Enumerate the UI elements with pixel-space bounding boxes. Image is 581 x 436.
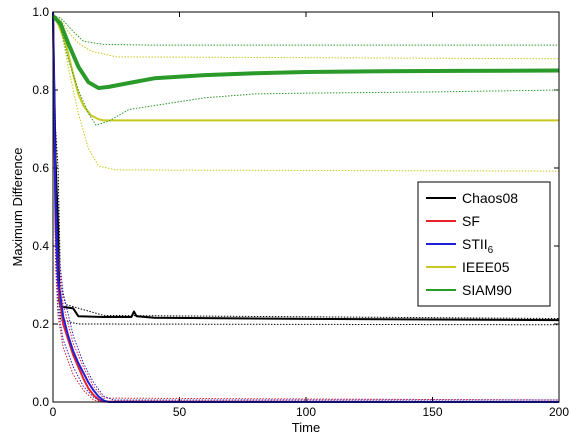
y-tick-label: 1.0 [32, 5, 49, 19]
x-tick-label: 150 [422, 405, 442, 419]
legend: Chaos08 SF STII6 IEEE05 SIAM90 [417, 181, 551, 307]
series-line [51, 14, 560, 91]
plot-frame [52, 11, 560, 403]
series-stii6 [52, 11, 559, 403]
y-tick-label: 0.6 [32, 161, 49, 175]
series-group [51, 11, 560, 403]
series-line [52, 11, 560, 322]
series-line [52, 11, 559, 403]
series-lower-bound [52, 11, 559, 403]
y-tick-label: 0.8 [32, 83, 49, 97]
series-lower-bound [52, 15, 560, 126]
legend-label: SIAM90 [462, 282, 512, 298]
legend-label: STII6 [462, 236, 494, 256]
series-upper-bound [52, 15, 560, 60]
y-axis-title: Maximum Difference [10, 148, 25, 267]
x-tick-label: 50 [173, 405, 187, 419]
y-tick-label: 0.4 [32, 239, 49, 253]
y-tick-label: 0.2 [32, 317, 49, 331]
series-upper-bound [52, 11, 559, 401]
x-axis-title: Time [292, 420, 320, 435]
x-tick-label: 100 [296, 405, 316, 419]
series-ieee05 [52, 15, 560, 172]
x-tick-label: 0 [50, 405, 57, 419]
series-upper-bound [52, 15, 559, 46]
y-tick-label: 0.0 [32, 395, 49, 409]
series-upper-bound [52, 11, 560, 401]
x-tick-label: 200 [549, 405, 569, 419]
series-line [52, 15, 559, 122]
series-siam90 [51, 14, 560, 126]
legend-label-subscript: 6 [488, 245, 494, 256]
legend-label: Chaos08 [462, 190, 518, 206]
legend-label: SF [462, 213, 480, 229]
series-lower-bound [52, 11, 559, 403]
legend-label: IEEE05 [462, 259, 510, 275]
axis-ticks: 0 50 100 150 200 0.0 0.2 0.4 0.6 0.8 1.0 [32, 5, 569, 419]
